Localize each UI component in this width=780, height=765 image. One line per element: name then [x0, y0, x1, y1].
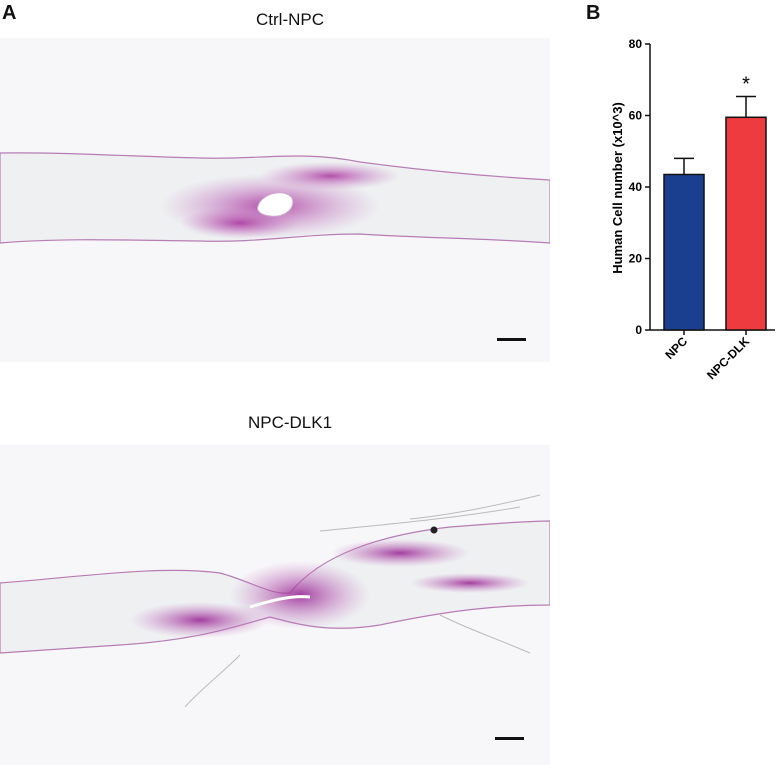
micrograph-ctrl-npc [0, 38, 550, 362]
y-tick-label: 0 [635, 323, 642, 337]
bar-chart-human-cell-number: 0 20 40 60 80 NPC NPC-DLK * Human Cell number … [610, 37, 775, 382]
bar-npc-dlk [725, 116, 767, 331]
image-title-ctrl-npc: Ctrl-NPC [256, 10, 324, 29]
y-axis-label: Human Cell number (x10^3) [610, 102, 625, 274]
image-title-npc-dlk1: NPC-DLK1 [247, 413, 333, 432]
y-tick-label: 80 [629, 37, 643, 51]
x-tick-label: NPC [662, 334, 690, 362]
scale-bar-bottom [495, 737, 524, 740]
panel-letter-a: A [2, 2, 17, 24]
scale-bar-top [497, 338, 526, 341]
micrograph-npc-dlk1 [0, 445, 550, 765]
bar-npc [663, 173, 705, 331]
x-tick-label: NPC-DLK [704, 334, 752, 382]
y-tick-label: 60 [629, 109, 643, 123]
y-tick-label: 40 [629, 180, 643, 194]
bars: NPC NPC-DLK * [662, 74, 767, 382]
y-axis: 0 20 40 60 80 [629, 37, 775, 337]
panel-letter-b: B [586, 2, 601, 24]
y-tick-label: 20 [629, 252, 643, 266]
significance-marker: * [742, 74, 750, 96]
